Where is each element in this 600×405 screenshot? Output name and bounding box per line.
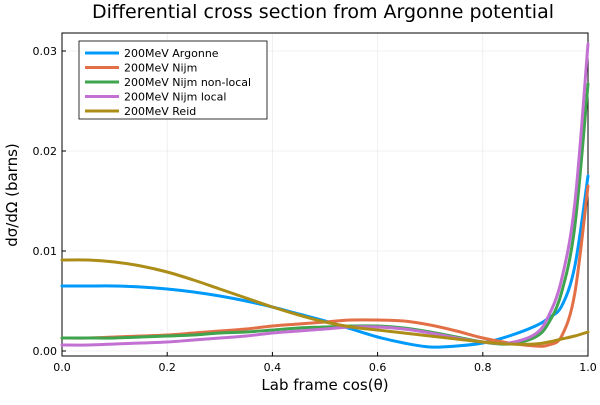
y-tick-label: 0.00 [33,345,58,358]
legend-entry: 200MeV Nijm local [124,91,226,104]
x-tick-label: 0.0 [53,361,71,374]
y-tick-label: 0.01 [33,245,58,258]
chart-title: Differential cross section from Argonne … [92,1,554,23]
y-axis-label: dσ/dΩ (barns) [3,143,21,246]
legend-entry: 200MeV Reid [124,105,196,118]
series-line-5 [60,258,590,346]
axis-ticks: 0.0 0.2 0.4 0.6 0.8 1.0 0.00 0.01 0.02 0.03 [33,45,597,374]
series-lines [60,42,590,349]
y-tick-label: 0.02 [33,145,58,158]
legend-entry: 200MeV Nijm [124,62,197,75]
x-tick-label: 0.2 [158,361,176,374]
series-line-1 [60,174,590,349]
x-tick-label: 0.4 [264,361,282,374]
series-line-3 [60,82,590,346]
legend-entry: 200MeV Nijm non-local [124,76,251,89]
x-tick-label: 1.0 [579,361,597,374]
x-tick-label: 0.6 [369,361,387,374]
y-tick-label: 0.03 [33,45,58,58]
legend-entry: 200MeV Argonne [124,47,219,60]
x-tick-label: 0.8 [474,361,492,374]
x-axis-label: Lab frame cos(θ) [261,376,388,394]
